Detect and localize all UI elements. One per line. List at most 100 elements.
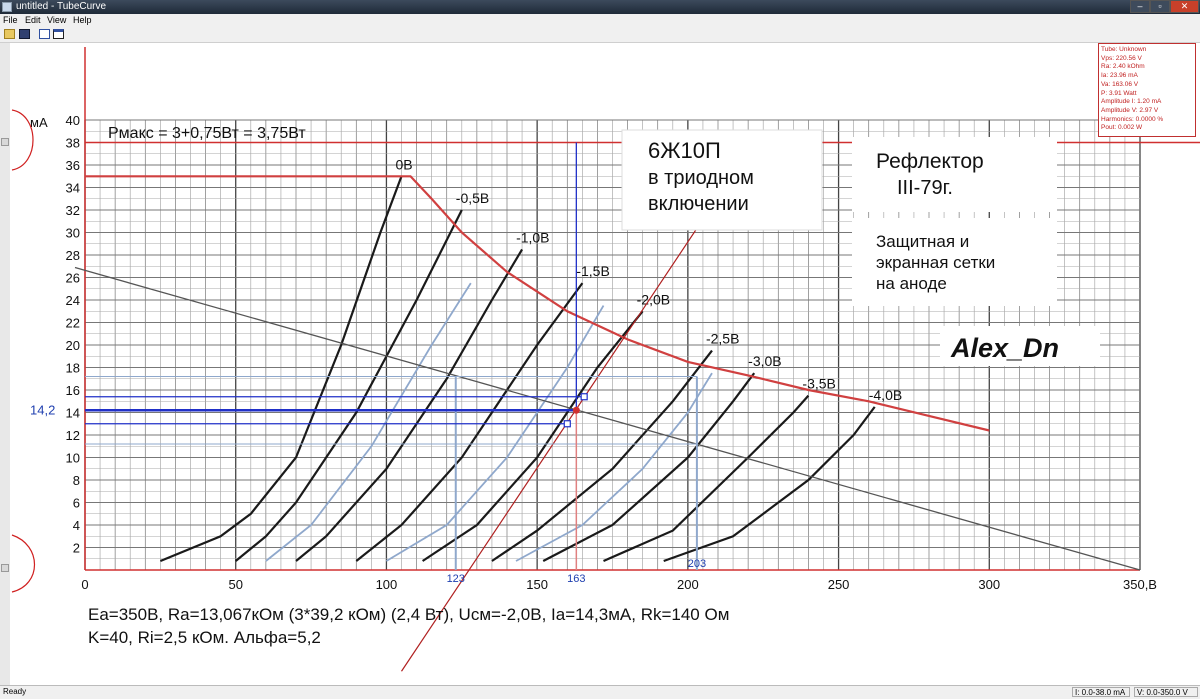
- curve-label: -0,5B: [456, 190, 489, 206]
- curve-label: -2,0B: [637, 291, 670, 307]
- y-tick-label: 34: [66, 181, 80, 196]
- save-icon[interactable]: [19, 29, 30, 39]
- note-line-3: на аноде: [876, 274, 947, 293]
- load-line: [74, 266, 1141, 571]
- info-pout: Pout: 0.002 W: [1101, 124, 1143, 132]
- light-curve: [385, 305, 605, 562]
- pmax-label: Pмакс = 3+0,75Вт = 3,75Вт: [108, 125, 306, 142]
- x-tick-label: 350,B: [1123, 577, 1157, 592]
- swing-marker-lower: [563, 420, 571, 428]
- title-bar: untitled - TubeCurve – ▫ ✕: [0, 0, 1200, 14]
- footer-line-1: Ea=350В, Ra=13,067кОм (3*39,2 кОм) (2,4 …: [88, 605, 729, 624]
- minimize-button[interactable]: –: [1130, 0, 1150, 13]
- y-tick-label: 2: [73, 541, 80, 556]
- note-line-2: экранная сетки: [876, 253, 995, 272]
- curve-line: [542, 372, 756, 562]
- close-button[interactable]: ✕: [1170, 0, 1199, 13]
- info-power: P: 3.91 Watt: [1101, 89, 1137, 97]
- operating-point-group[interactable]: 14,2 163 123 203: [30, 142, 706, 586]
- x-tick-label: 200: [677, 577, 699, 592]
- menu-help[interactable]: Help: [73, 15, 92, 25]
- x-tick-label: 150: [526, 577, 548, 592]
- y-tick-label: 18: [66, 361, 80, 376]
- app-icon: [2, 2, 12, 12]
- curve-line: [421, 310, 644, 562]
- y-tick-label: 6: [73, 496, 80, 511]
- y-tick-label: 10: [66, 451, 80, 466]
- y-tick-label: 38: [66, 136, 80, 151]
- maximize-button[interactable]: ▫: [1150, 0, 1170, 13]
- light-curves: [265, 282, 713, 562]
- note-line-1: Защитная и: [876, 232, 969, 251]
- x-tick-label: 100: [376, 577, 398, 592]
- y-tick-label: 24: [66, 293, 80, 308]
- scroll-thumb-bottom[interactable]: [1, 564, 9, 572]
- swing-marker-upper: [580, 393, 588, 401]
- open-icon[interactable]: [4, 29, 15, 39]
- y-tick-label: 4: [73, 518, 80, 533]
- info-tube: Tube: Unknown: [1101, 46, 1147, 53]
- load-line-group: [74, 142, 1141, 672]
- highlight-arc-top: [11, 109, 34, 171]
- curve-line: [603, 394, 810, 563]
- x-tick-label: 0: [81, 577, 88, 592]
- y-tick-label: 16: [66, 383, 80, 398]
- curve-line: [295, 248, 524, 562]
- status-text: Ready: [3, 687, 27, 696]
- grid-voltage-curves: 0B -0,5B -1,0B -1,5B -2,0B -2,5B -3,0B -3,5B -4,…: [159, 156, 902, 563]
- note-box: [852, 218, 1057, 306]
- y-tick-label: 40: [66, 113, 80, 128]
- status-current-range: I: 0.0-38.0 mA: [1072, 687, 1130, 697]
- pmax-curve-group: [85, 175, 990, 432]
- dynamic-load-line: [401, 142, 755, 672]
- menu-view[interactable]: View: [47, 15, 67, 25]
- y-tick-label: 12: [66, 428, 80, 443]
- va-min-label: 123: [447, 573, 465, 585]
- curve-label: -1,0B: [516, 229, 549, 245]
- toolbar: [0, 27, 1200, 43]
- menu-edit[interactable]: Edit: [25, 15, 41, 25]
- curve-label: -1,5B: [576, 263, 609, 279]
- x-tick-label: 250: [828, 577, 850, 592]
- light-curve: [265, 282, 472, 562]
- info-panel: Tube: Unknown Vps: 220.56 V Ra: 2.40 kOh…: [1098, 43, 1196, 137]
- curve-line: [355, 282, 584, 562]
- y-tick-label: 36: [66, 158, 80, 173]
- y-tick-label: 8: [73, 473, 80, 488]
- curve-label: -3,0B: [748, 353, 781, 369]
- y-tick-label: 22: [66, 316, 80, 331]
- chart-area[interactable]: 2 4 6 8 10 12 14 16 18 20 22 24 26 28 30 32 34 36 38 40 0 50…: [10, 43, 1200, 685]
- curve-label: -2,5B: [706, 331, 739, 347]
- scroll-thumb-top[interactable]: [1, 138, 9, 146]
- source-title-line-1: Рефлектор: [876, 150, 984, 173]
- info-harmonics: Harmonics: 0.0000 %: [1101, 115, 1164, 123]
- x-tick-label: 50: [228, 577, 242, 592]
- x-tick-labels: 0 50 100 150 200 250 300 350,B: [81, 577, 1157, 592]
- signature-box: [940, 326, 1100, 366]
- menu-file[interactable]: File: [3, 15, 18, 25]
- pmax-curve: [85, 175, 990, 432]
- y-tick-label: 32: [66, 203, 80, 218]
- curve-line: [491, 349, 713, 562]
- window-icon[interactable]: [53, 29, 64, 39]
- op-ia-label: 14,2: [30, 402, 55, 417]
- copy-icon[interactable]: [39, 29, 50, 39]
- menu-bar: File Edit View Help: [0, 14, 1200, 27]
- curve-line: [663, 406, 876, 563]
- tube-title-box: [621, 129, 823, 231]
- signature: Alex_Dn: [950, 333, 1059, 363]
- va-max-label: 203: [688, 558, 706, 570]
- op-va-label: 163: [567, 573, 585, 585]
- y-tick-label: 26: [66, 271, 80, 286]
- info-ra: Ra: 2.40 kOhm: [1101, 63, 1145, 71]
- tube-title-line-2: в триодном: [648, 167, 754, 189]
- operating-point-marker: [572, 406, 580, 414]
- y-unit-label: мА: [30, 115, 48, 130]
- info-ia: Ia: 23.96 mA: [1101, 72, 1138, 80]
- info-vps: Vps: 220.56 V: [1101, 54, 1142, 62]
- y-tick-label: 20: [66, 338, 80, 353]
- annotations: 6Ж10П в триодном включении Рефлектор III…: [11, 109, 1100, 647]
- x-tick-label: 300: [978, 577, 1000, 592]
- highlight-arc-bottom: [11, 534, 35, 593]
